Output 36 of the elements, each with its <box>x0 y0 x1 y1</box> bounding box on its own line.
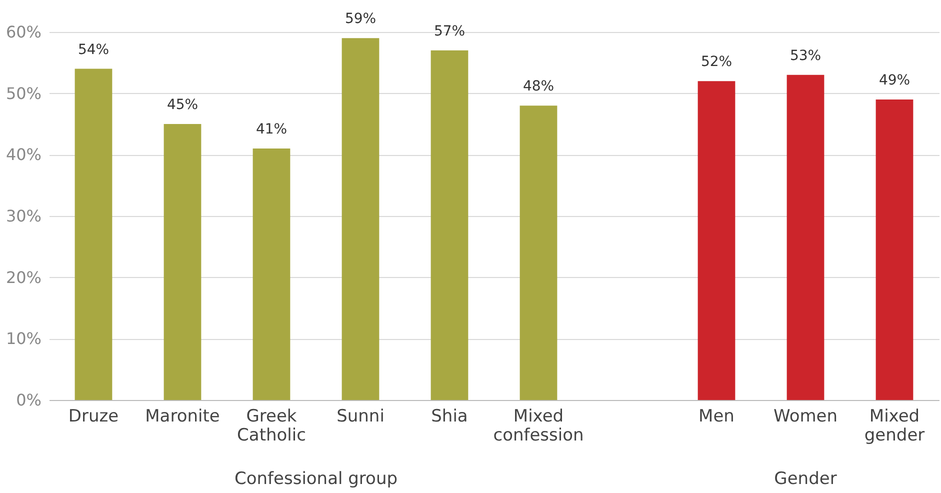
x-tick-label: Sunni <box>336 406 384 426</box>
data-label: 57% <box>434 23 466 40</box>
x-tick-label: Women <box>773 406 838 426</box>
y-tick-label: 50% <box>6 84 42 103</box>
data-label: 45% <box>166 97 198 113</box>
bar <box>252 148 290 400</box>
x-tick-label: Maronite <box>145 406 220 426</box>
data-label: 52% <box>700 54 732 70</box>
bar <box>164 124 202 400</box>
bar <box>520 106 558 400</box>
y-tick-label: 20% <box>6 268 42 287</box>
bar <box>876 99 914 400</box>
x-tick-label: Men <box>698 406 734 426</box>
data-label: 49% <box>878 72 910 88</box>
x-tick-label: Mixed gender <box>864 406 925 446</box>
y-tick-label: 40% <box>6 145 42 164</box>
data-label: 41% <box>256 122 288 138</box>
y-tick-label: 60% <box>6 22 42 42</box>
y-tick-label: 10% <box>6 329 42 348</box>
bar <box>430 50 468 400</box>
data-label: 54% <box>78 42 110 58</box>
x-tick-label: Mixed confession <box>493 406 584 446</box>
bar <box>698 81 736 400</box>
data-label: 53% <box>790 48 822 64</box>
x-tick-label: Greek Catholic <box>237 406 306 446</box>
bar <box>786 74 824 400</box>
bar <box>74 68 112 400</box>
text: Confessional group <box>234 469 398 489</box>
data-label: 59% <box>344 11 376 28</box>
y-tick-label: 30% <box>6 206 42 226</box>
data-label: 48% <box>522 78 554 95</box>
x-tick-label: Druze <box>68 406 119 426</box>
bar <box>342 38 380 400</box>
text: Gender <box>774 469 837 489</box>
x-tick-label: Shia <box>431 406 468 426</box>
y-tick-label: 0% <box>16 390 42 410</box>
